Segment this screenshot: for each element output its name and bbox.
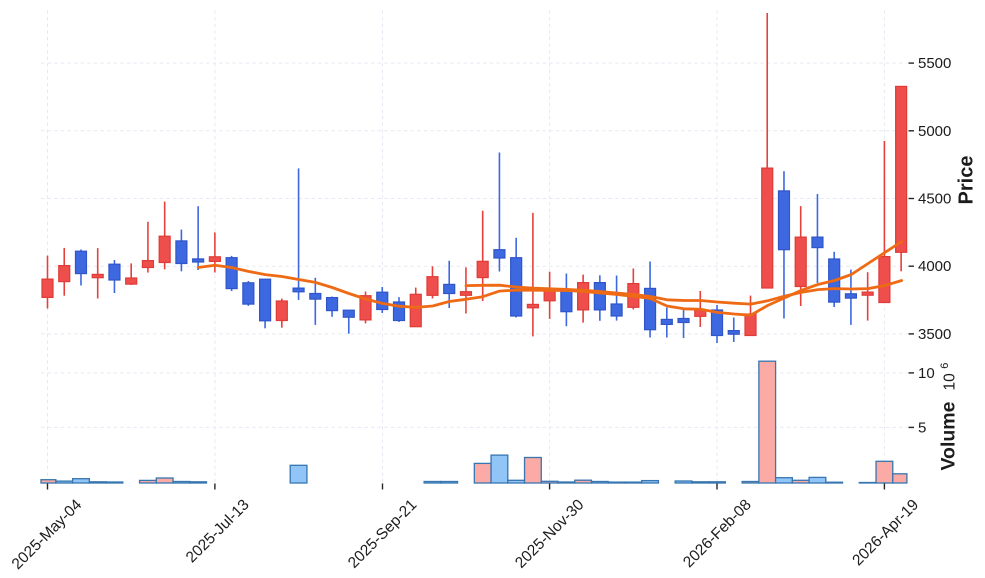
svg-text:4000: 4000 — [918, 258, 951, 275]
svg-text:5000: 5000 — [918, 123, 951, 140]
svg-text:Price: Price — [956, 156, 978, 205]
svg-text:5: 5 — [918, 419, 926, 436]
svg-text:Volume: Volume — [938, 401, 960, 470]
svg-text:5500: 5500 — [918, 55, 951, 72]
svg-text:4500: 4500 — [918, 191, 951, 208]
svg-text:3500: 3500 — [918, 326, 951, 343]
svg-text:10: 10 — [918, 365, 935, 382]
